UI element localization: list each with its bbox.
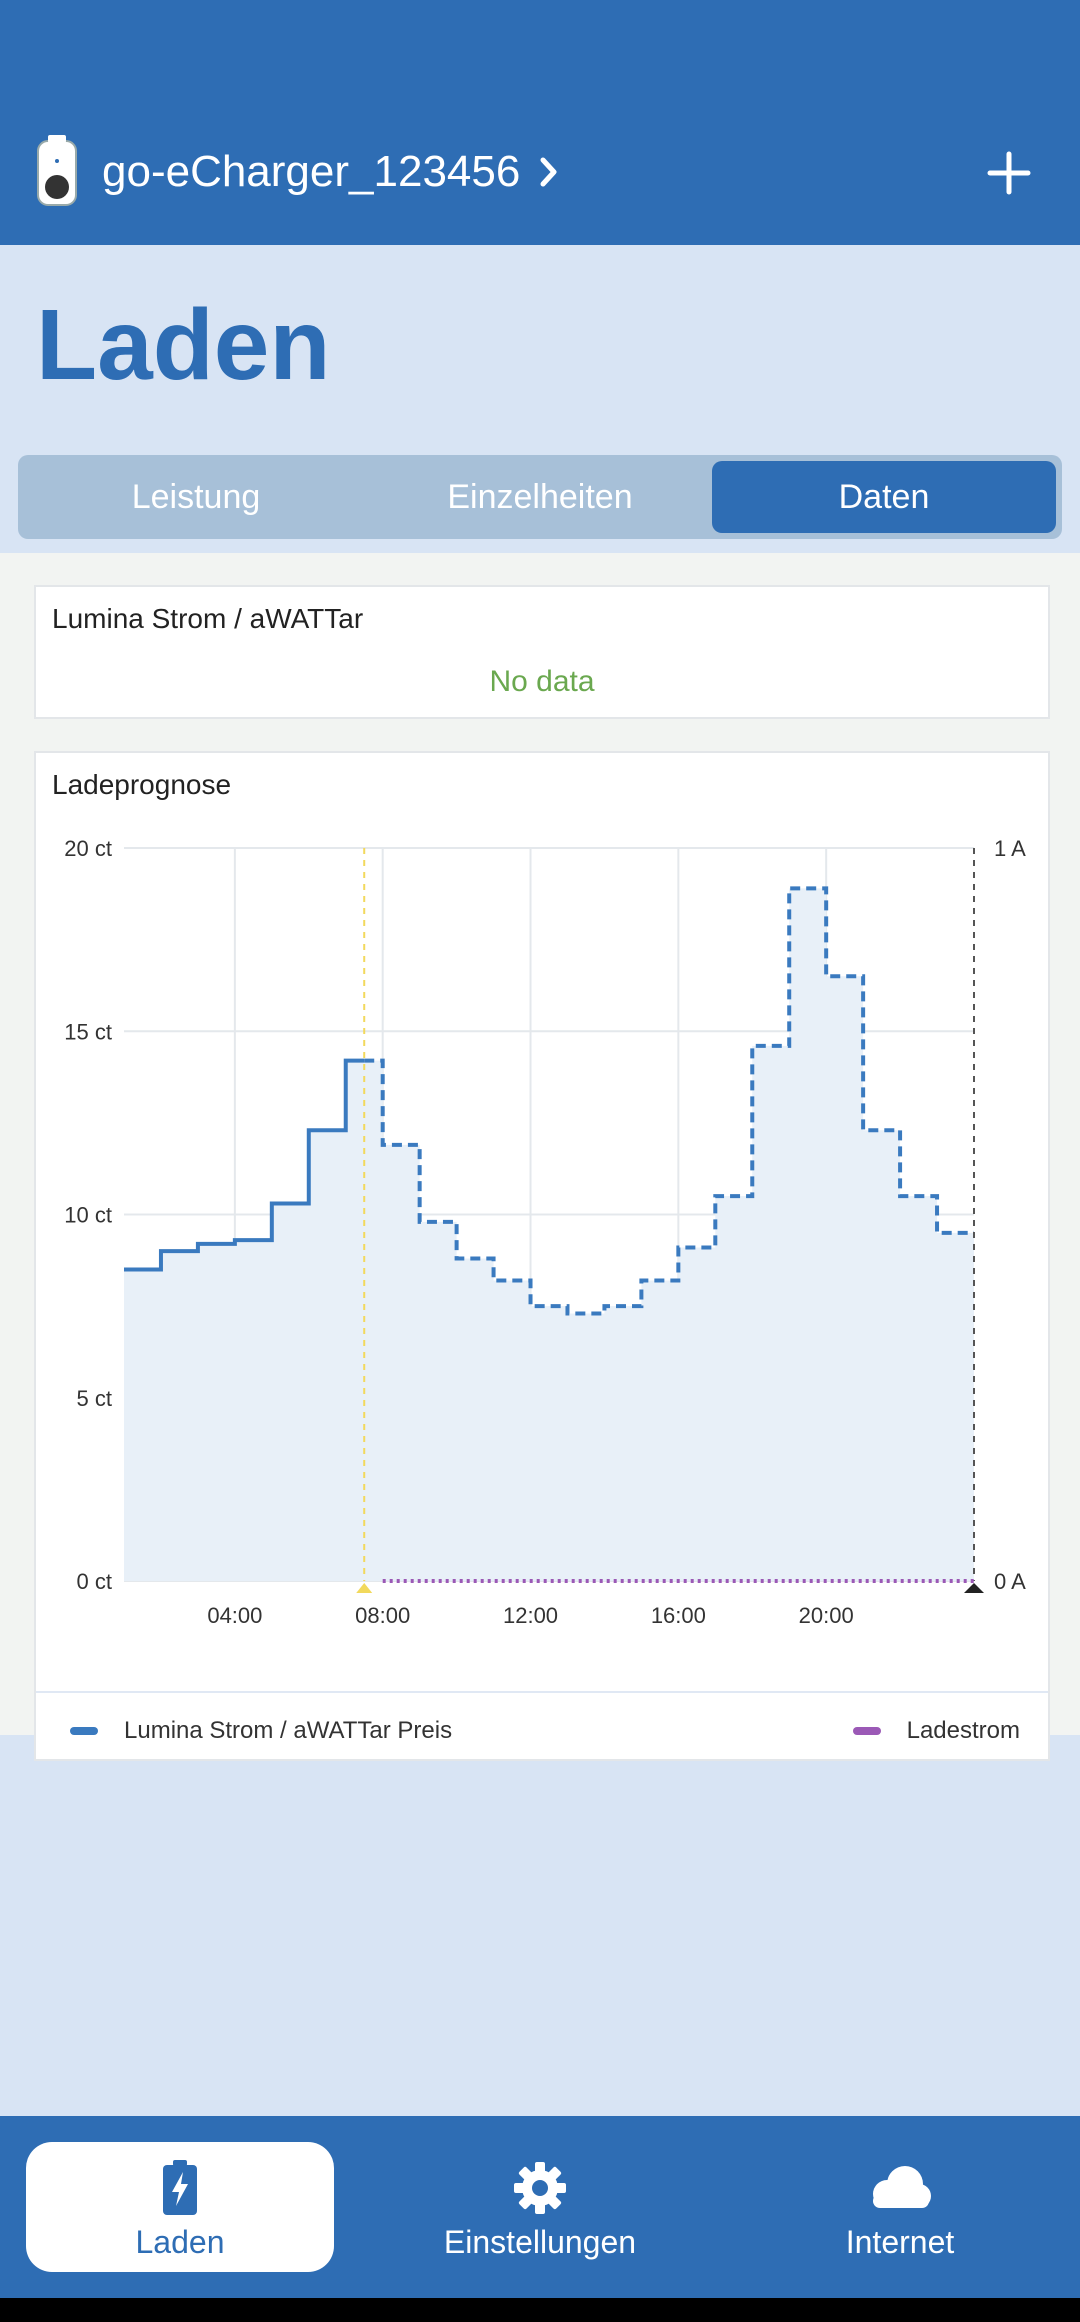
chart-legend: Lumina Strom / aWATTar Preis Ladestrom: [36, 1691, 1048, 1761]
chevron-right-icon: [540, 157, 557, 187]
nav-item-einstellungen[interactable]: Einstellungen: [386, 2142, 694, 2272]
tab-leistung[interactable]: Leistung: [131, 477, 261, 516]
y-tick-label: 15 ct: [64, 1019, 112, 1044]
legend-label-current: Ladestrom: [906, 1717, 1020, 1744]
device-selector[interactable]: go-eCharger_123456: [36, 135, 560, 209]
nav-label-einstellungen: Einstellungen: [443, 2224, 637, 2260]
battery-charging-icon: [163, 2160, 197, 2215]
x-tick-label: 20:00: [799, 1603, 854, 1628]
forecast-card: Ladeprognose 0 ct 5 ct 10 ct 15 ct 20 ct 04:0…: [34, 751, 1050, 1761]
y2-tick-label: 0 A: [994, 1569, 1026, 1594]
nav-item-internet[interactable]: Internet: [746, 2142, 1054, 2272]
cloud-icon: [873, 2166, 931, 2208]
forecast-card-title: Ladeprognose: [52, 769, 232, 800]
system-navigation-bar: [0, 2298, 1080, 2322]
plus-icon[interactable]: [984, 148, 1034, 198]
content-area: Lumina Strom / aWATTar No data Ladeprogn…: [0, 553, 1080, 1761]
y-tick-label: 10 ct: [64, 1203, 112, 1228]
forecast-chart: 0 ct 5 ct 10 ct 15 ct 20 ct 04:00 08:00 12:00 16…: [64, 836, 1026, 1628]
legend-swatch-price: [70, 1727, 98, 1735]
charger-device-icon: [37, 135, 77, 206]
price-line-solid: [124, 1058, 365, 1272]
legend-item-current[interactable]: Ladestrom: [852, 1717, 1020, 1745]
x-tick-label: 08:00: [355, 1603, 410, 1628]
y-tick-label: 0 ct: [77, 1569, 112, 1594]
legend-swatch-current: [852, 1727, 881, 1735]
page-title: Laden: [36, 289, 331, 401]
end-time-marker: [964, 1583, 984, 1593]
x-tick-label: 12:00: [503, 1603, 558, 1628]
legend-item-price[interactable]: Lumina Strom / aWATTar Preis: [70, 1717, 452, 1745]
price-line-forecast: [364, 886, 974, 1316]
price-card-title: Lumina Strom / aWATTar: [52, 603, 364, 634]
y2-tick-label: 1 A: [994, 836, 1026, 861]
price-card: Lumina Strom / aWATTar No data: [34, 585, 1050, 719]
price-area: [124, 888, 974, 1581]
bottom-navigation: Laden Einstellungen: [0, 2116, 1080, 2298]
tab-einzelheiten[interactable]: Einzelheiten: [447, 477, 633, 516]
app-header: go-eCharger_123456: [0, 0, 1080, 245]
x-tick-label: 04:00: [207, 1603, 262, 1628]
no-data-message: No data: [489, 665, 595, 698]
y-tick-label: 5 ct: [77, 1386, 112, 1411]
tab-daten[interactable]: Daten: [712, 461, 1056, 533]
gear-icon: [514, 2162, 566, 2214]
legend-label-price: Lumina Strom / aWATTar Preis: [124, 1717, 453, 1744]
nav-label-internet: Internet: [845, 2224, 955, 2260]
y-tick-label: 20 ct: [64, 836, 112, 861]
x-tick-label: 16:00: [651, 1603, 706, 1628]
nav-label-laden: Laden: [135, 2224, 225, 2260]
nav-item-laden[interactable]: Laden: [26, 2142, 334, 2272]
tab-bar: Leistung Einzelheiten Daten: [18, 455, 1062, 539]
device-name: go-eCharger_123456: [102, 147, 521, 196]
current-time-marker: [356, 1583, 373, 1593]
